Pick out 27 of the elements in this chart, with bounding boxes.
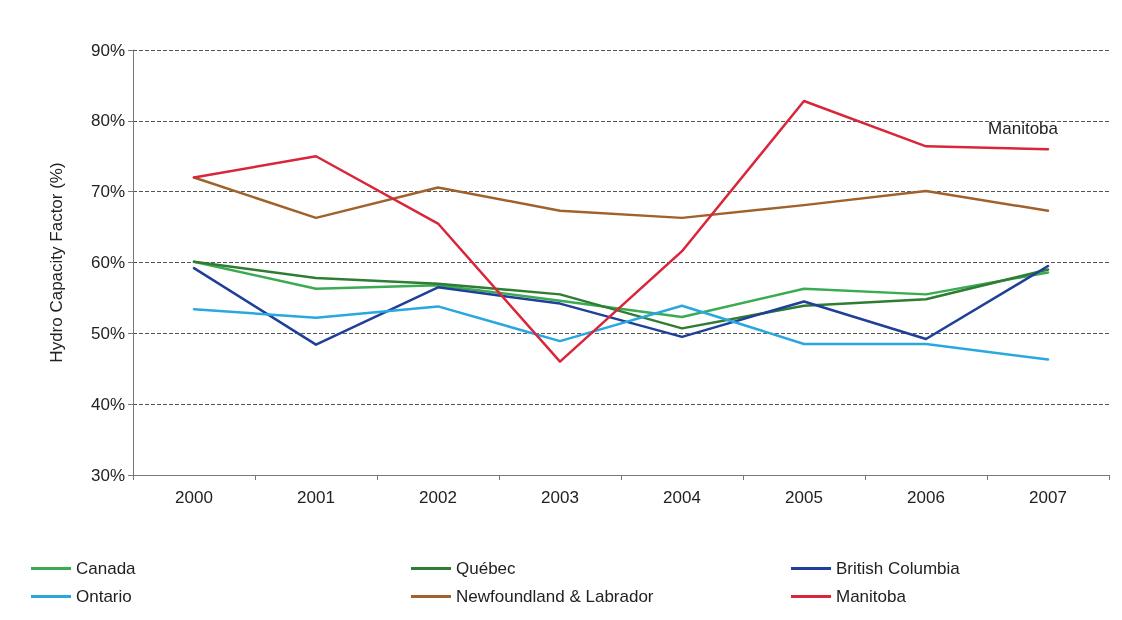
y-tick-label: 90% [90,40,125,60]
annotation: Manitoba [988,119,1059,138]
x-tick-label: 2001 [297,488,335,507]
line-series [192,260,1050,330]
legend-label: Canada [76,559,137,578]
x-tick-label: 2007 [1029,488,1067,507]
x-tick-label: 2006 [907,488,945,507]
x-tick-label: 2004 [663,488,701,507]
y-axis-title: Hydro Capacity Factor (%) [47,162,66,363]
x-tick-label: 2005 [785,488,823,507]
line-series [192,304,1050,361]
x-tick-label: 2003 [541,488,579,507]
legend-label: Ontario [76,587,132,606]
y-tick-label: 50% [90,323,125,343]
y-tick-label: 30% [90,465,125,485]
legend-label: Newfoundland & Labrador [456,587,654,606]
line-series [192,264,1050,346]
y-tick-label: 60% [90,253,125,272]
x-tick-label: 2002 [419,488,457,507]
y-tick-label: 70% [90,182,125,202]
line-series [192,176,1050,220]
legend-label: Québec [456,559,517,578]
legend-label: British Columbia [836,559,961,578]
legend-label: Manitoba [836,587,907,606]
x-tick-label: 2000 [175,488,213,507]
y-tick-label: 80% [90,111,125,131]
y-tick-label: 40% [90,394,125,414]
